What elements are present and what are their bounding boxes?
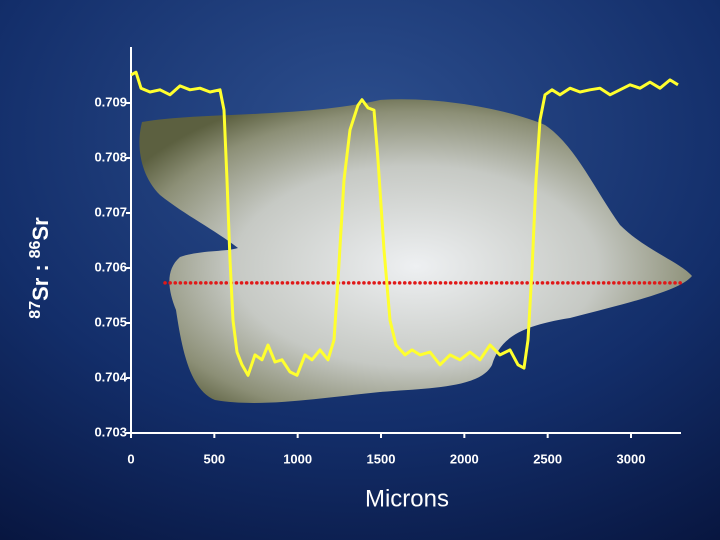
y-tick-label: 0.704 bbox=[94, 369, 127, 384]
y-tick-label: 0.706 bbox=[94, 259, 127, 274]
y-axis-label: 87Sr:86Sr bbox=[27, 217, 53, 319]
x-tick-label: 2000 bbox=[450, 451, 479, 466]
otolith-image bbox=[139, 99, 693, 403]
y-tick-label: 0.708 bbox=[94, 149, 127, 164]
x-tick-label: 1500 bbox=[367, 451, 396, 466]
x-tick-label: 2500 bbox=[533, 451, 562, 466]
x-tick-label: 500 bbox=[203, 451, 225, 466]
y-tick-label: 0.705 bbox=[94, 314, 127, 329]
data-line bbox=[130, 70, 679, 377]
y-tick-label: 0.707 bbox=[94, 204, 127, 219]
y-tick-label: 0.703 bbox=[94, 424, 127, 439]
x-tick-label: 3000 bbox=[617, 451, 646, 466]
x-axis-label: Microns bbox=[365, 485, 449, 512]
x-tick-label: 1000 bbox=[283, 451, 312, 466]
y-tick-label: 0.709 bbox=[94, 94, 127, 109]
x-tick-label: 0 bbox=[127, 451, 134, 466]
